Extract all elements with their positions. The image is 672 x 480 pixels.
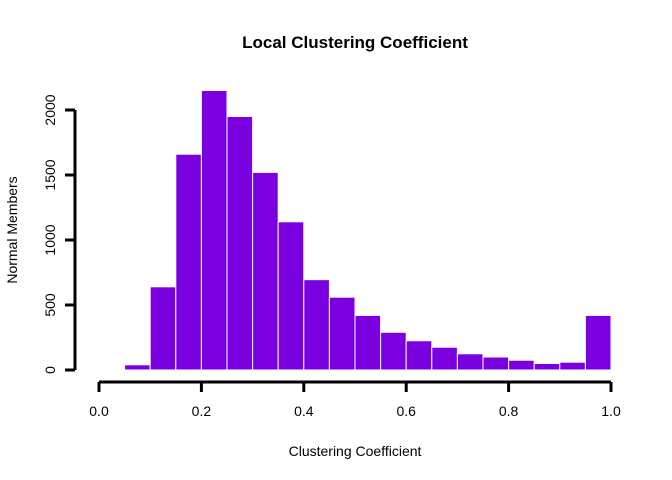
x-axis: 0.0 0.2 0.4 0.6 0.8 1.0 <box>89 380 621 419</box>
x-axis-label: Clustering Coefficient <box>289 443 422 459</box>
histogram-bar-0 <box>124 364 151 371</box>
bars-group <box>124 90 612 371</box>
histogram-bar-2 <box>175 153 202 371</box>
y-tick-label-0: 0 <box>42 366 58 374</box>
y-tick-label-4: 2000 <box>42 94 58 125</box>
x-tick-label-5: 1.0 <box>601 403 621 419</box>
histogram-bar-9 <box>354 314 382 371</box>
histogram-bar-17 <box>559 361 586 371</box>
histogram-bar-16 <box>533 363 561 371</box>
x-tick-label-4: 0.8 <box>499 403 519 419</box>
histogram-bar-14 <box>482 356 510 371</box>
y-tick-label-1: 500 <box>42 293 58 317</box>
y-axis-label: Normal Members <box>4 176 20 283</box>
histogram-bar-18 <box>584 314 612 371</box>
histogram-bar-6 <box>277 221 305 371</box>
histogram-bar-5 <box>252 171 279 371</box>
histogram-bar-10 <box>380 331 407 371</box>
x-tick-label-2: 0.4 <box>294 403 314 419</box>
y-tick-label-3: 1500 <box>42 159 58 190</box>
x-tick-label-1: 0.2 <box>192 403 212 419</box>
y-axis: 0 500 1000 1500 2000 <box>42 94 77 374</box>
chart-title: Local Clustering Coefficient <box>242 33 468 52</box>
histogram-bar-15 <box>508 359 535 371</box>
histogram-bar-13 <box>456 353 484 371</box>
histogram-bar-3 <box>200 90 228 371</box>
histogram-bar-1 <box>149 286 177 371</box>
histogram-bar-7 <box>303 279 330 371</box>
x-tick-label-0: 0.0 <box>89 403 109 419</box>
histogram-bar-12 <box>431 346 458 371</box>
x-tick-label-3: 0.6 <box>396 403 416 419</box>
y-tick-label-2: 1000 <box>42 224 58 255</box>
histogram-bar-8 <box>328 296 356 371</box>
histogram-bar-11 <box>405 340 433 371</box>
histogram-bar-4 <box>226 116 254 371</box>
